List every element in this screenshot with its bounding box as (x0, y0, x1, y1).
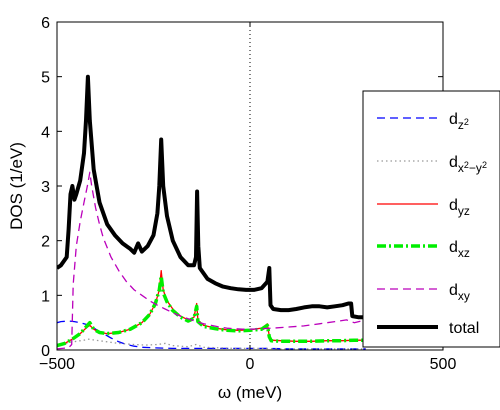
y-tick-label-5: 5 (41, 70, 50, 87)
series-line-dxy (57, 171, 366, 350)
legend-label-total: total (449, 320, 479, 337)
series-line-dx2-y2 (57, 338, 366, 350)
series-line-total (57, 74, 366, 320)
x-tick-label-2: 500 (430, 356, 457, 373)
series-layer (57, 74, 366, 350)
y-tick-label-1: 1 (41, 288, 50, 305)
legend-label-dyz: dyz (449, 197, 470, 218)
y-tick-label-6: 6 (41, 15, 50, 32)
y-tick-label-0: 0 (41, 343, 50, 360)
legend-box (362, 90, 500, 348)
x-axis-label: ω (meV) (218, 383, 282, 402)
y-tick-label-2: 2 (41, 234, 50, 251)
legend-label-dx2-y2: dx2−y2 (449, 154, 487, 175)
x-tick-label-0: −500 (39, 356, 75, 373)
x-tick-label-1: 0 (246, 356, 255, 373)
y-tick-label-3: 3 (41, 179, 50, 196)
x-axis-ticks: −500 0 500 (39, 22, 456, 373)
series-line-dz2 (57, 320, 366, 350)
legend-label-dxz: dxz (449, 239, 470, 260)
y-axis-label: DOS (1/eV) (7, 142, 26, 230)
legend-label-dz2: dz2 (449, 111, 469, 132)
legend-label-dxy: dxy (449, 282, 470, 303)
y-tick-label-4: 4 (41, 124, 50, 141)
legend: dz2 dx2−y2 dyz dxz dxy total (362, 90, 500, 348)
series-line-dxz (57, 274, 366, 348)
